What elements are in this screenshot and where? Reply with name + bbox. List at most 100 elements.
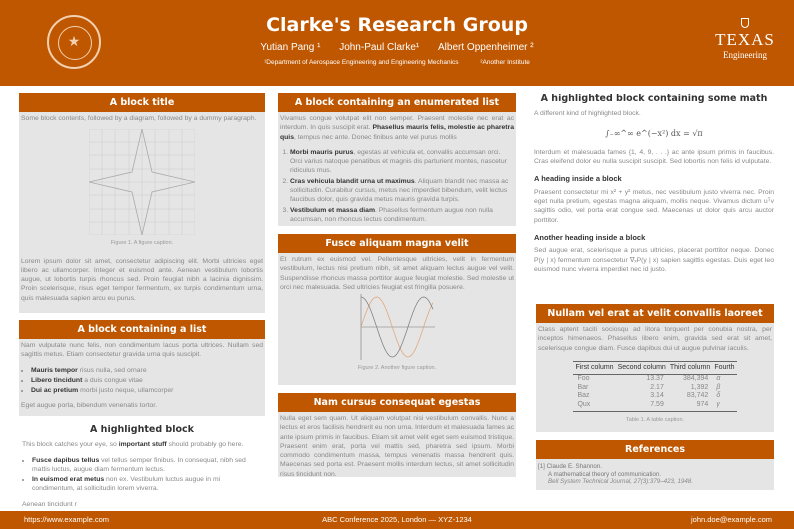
conference-info: ABC Conference 2025, London — XYZ-1234 <box>322 515 472 524</box>
block-title: Nam cursus consequat egestas <box>278 393 516 412</box>
table-cell: Bar <box>577 383 589 391</box>
author: Albert Oppenheimer ² <box>438 42 534 53</box>
block-text: Interdum et malesuada fames {1, 4, 9, . … <box>534 148 774 166</box>
cosine-curve <box>360 296 434 358</box>
block-text: Nam vulputate nunc felis, non condimentu… <box>21 342 263 359</box>
table-row: Foo 13.37 384,394 α <box>573 375 736 384</box>
affiliation: ¹Department of Aerospace Engineering and… <box>264 59 459 66</box>
table-cell: γ <box>712 400 737 413</box>
block-table: Nullam vel erat at velit convallis laore… <box>536 304 774 432</box>
list-item: Morbi mauris purus, egestas at vehicula … <box>290 148 514 176</box>
email-link[interactable]: john.doe@example.com <box>691 515 772 524</box>
table-cell: α <box>716 375 721 383</box>
block-subheading: A heading inside a block <box>534 174 622 184</box>
block-title: A highlighted block <box>90 425 194 435</box>
block-nam-cursus: Nam cursus consequat egestas Nulla eget … <box>278 393 516 477</box>
poster-title: Clarke's Research Group <box>266 14 528 36</box>
reference-label: [1] <box>538 463 545 470</box>
list-item: Vestibulum et massa diam. Phasellus ferm… <box>290 206 514 225</box>
logo-text: TEXAS <box>715 30 775 49</box>
block-title: A highlighted block containing some math <box>540 94 768 104</box>
table-header-row: First column Second column Third column … <box>573 360 737 376</box>
poster-header: ★ Clarke's Research Group Yutian Pang ¹ … <box>0 0 794 86</box>
table-cell: Qux <box>573 400 616 413</box>
logo-text: Engineering <box>723 50 767 60</box>
block-title: Nullam vel erat at velit convallis laore… <box>536 304 774 323</box>
figure-caption: Figure 1. A figure caption. <box>110 240 174 247</box>
block-text: Aenean tincidunt r <box>22 500 77 508</box>
block-text: Some block contents, followed by a diagr… <box>21 115 257 122</box>
author: John-Paul Clarke¹ <box>339 42 420 53</box>
figure-caption: Figure 2. Another figure caption. <box>357 365 437 372</box>
numbered-list: Morbi mauris purus, egestas at vehicula … <box>290 148 514 224</box>
list-item: Mauris tempor risus nulla, sed ornare <box>31 366 263 375</box>
table-cell: 974 <box>667 400 713 413</box>
table-row: Baz 3.14 83,742 δ <box>573 392 736 401</box>
bullet-list: Mauris tempor risus nulla, sed ornare Li… <box>31 366 263 396</box>
university-seal-logo: ★ <box>47 15 101 69</box>
list-item: Dui ac pretium morbi justo neque, ullamc… <box>31 386 263 395</box>
table-cell: 2.17 <box>650 383 664 391</box>
data-table: First column Second column Third column … <box>573 360 737 413</box>
affiliations: ¹Department of Aerospace Engineering and… <box>0 59 794 66</box>
block-title: A block containing an enumerated list <box>278 93 516 112</box>
reference-author: Claude E. Shannon. <box>546 463 603 470</box>
block-list: A block containing a list Nam vulputate … <box>19 320 265 416</box>
block-text: Class aptent taciti sociosqu ad litora t… <box>538 326 772 352</box>
list-item: Cras vehicula blandit urna ut maximus. A… <box>290 177 514 205</box>
table-cell: δ <box>716 392 721 400</box>
block-title: Fusce aliquam magna velit <box>278 234 516 253</box>
bullet-list: Fusce dapibus tellus vel tellus semper f… <box>32 456 262 494</box>
block-references: References [1] Claude E. Shannon. A math… <box>536 440 774 490</box>
table-row: Bar 2.17 1,392 β <box>573 384 736 393</box>
author: Yutian Pang ¹ <box>260 42 321 53</box>
affiliation: ²Another Institute <box>480 59 530 66</box>
table-cell: 7.59 <box>615 400 668 413</box>
list-item: Fusce dapibus tellus vel tellus semper f… <box>32 456 262 475</box>
block-text: Lorem ipsum dolor sit amet, consectetur … <box>21 257 263 302</box>
block-enumerated-list: A block containing an enumerated list Vi… <box>278 93 516 226</box>
column-header: Second column <box>615 360 668 376</box>
list-item: Libero tincidunt a duis congue vitae <box>31 376 263 385</box>
table-cell: 3.14 <box>650 392 664 400</box>
block-text: Vivamus congue volutpat elit non semper.… <box>280 115 514 141</box>
block-text: Sed augue erat, scelerisque a purus ultr… <box>534 247 774 273</box>
website-link[interactable]: https://www.example.com <box>24 515 110 524</box>
block-title: A block containing a list <box>19 320 265 339</box>
block-text: Eget augue porta, bibendum venenatis tor… <box>21 402 158 410</box>
sine-cosine-plot <box>360 294 435 361</box>
math-block: A highlighted block containing some math… <box>534 94 774 299</box>
table-cell: 1,392 <box>690 383 709 391</box>
highlighted-block: A highlighted block This block catches y… <box>22 425 262 509</box>
column-header: Fourth <box>712 360 737 376</box>
table-cell: Baz <box>577 392 590 400</box>
block-text: A different kind of highlighted block. <box>534 110 641 118</box>
block-text: Et rutrum ex euismod vel. Pellentesque u… <box>280 256 514 291</box>
block-text: Nulla eget sem quam. Ut aliquam volutpat… <box>280 415 514 477</box>
table-cell: Foo <box>577 375 590 383</box>
table-cell: β <box>716 383 721 391</box>
block-title: A block title <box>19 93 265 112</box>
block-text: This block catches your eye, so importan… <box>22 441 244 449</box>
list-item: In euismod erat metus non ex. Vestibulum… <box>32 475 262 494</box>
table-cell: 83,742 <box>686 392 709 400</box>
reference-title: A mathematical theory of communication. <box>548 470 662 478</box>
shield-icon <box>741 18 749 28</box>
star-diagram <box>89 129 195 236</box>
reference-entry: [1] Claude E. Shannon. A mathematical th… <box>536 461 774 488</box>
author-list: Yutian Pang ¹ John-Paul Clarke¹ Albert O… <box>0 42 794 53</box>
texas-engineering-logo: TEXAS Engineering <box>715 18 775 60</box>
block-subheading: Another heading inside a block <box>534 232 646 242</box>
block-fusce: Fusce aliquam magna velit Et rutrum ex e… <box>278 234 516 385</box>
sine-curve <box>360 296 434 358</box>
table-cell: 13.37 <box>646 375 664 383</box>
equation: ∫₋∞^∞ e^(−x²) dx = √π <box>605 128 703 138</box>
column-header: First column <box>573 360 616 376</box>
table-cell: 384,394 <box>683 375 709 383</box>
table-row: Qux 7.59 974 γ <box>573 400 737 413</box>
block-a-block-title: A block title Some block contents, follo… <box>19 93 265 313</box>
poster-footer: https://www.example.com ABC Conference 2… <box>0 511 794 529</box>
block-text: Praesent consectetur mi x² + y² metus, n… <box>534 188 774 224</box>
table-caption: Table 1. A table caption. <box>625 417 685 424</box>
column-header: Third column <box>667 360 713 376</box>
